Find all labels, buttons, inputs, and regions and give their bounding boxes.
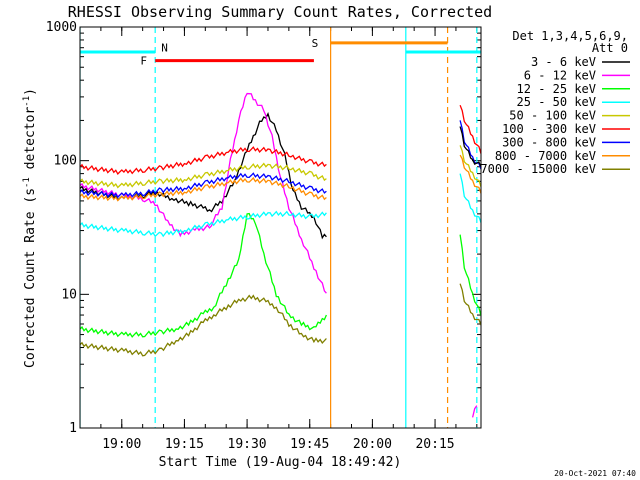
x-axis-label: Start Time (19-Aug-04 18:49:42) <box>159 455 402 470</box>
legend-label: 100 - 300 keV <box>502 122 596 136</box>
axis-ticks <box>79 26 481 429</box>
state-marker-label: S <box>312 37 319 50</box>
legend-label: 50 - 100 keV <box>509 109 596 123</box>
series-line-2 <box>80 212 327 338</box>
legend-label: 800 - 7000 keV <box>495 149 596 163</box>
series-post-line-7 <box>459 283 481 326</box>
series-line-6 <box>80 172 327 199</box>
series-line-5 <box>80 146 327 175</box>
state-marker-label: F <box>140 55 147 68</box>
footer-timestamp: 20-Oct-2021 07:40 <box>554 469 636 478</box>
y-axis-label-sup1: -1 <box>22 177 32 188</box>
x-tick-label: 20:15 <box>415 437 454 452</box>
x-tick-labels: 19:00 19:15 19:30 19:45 20:00 20:15 <box>102 437 454 452</box>
x-tick-label: 19:15 <box>165 437 204 452</box>
series-post-line-3 <box>459 145 481 188</box>
state-markers: N F S <box>80 37 481 68</box>
series-post-line-6 <box>459 234 481 317</box>
series-line-1 <box>80 92 327 294</box>
plot-frame <box>79 26 482 429</box>
y-tick-label: 10 <box>61 287 77 302</box>
legend-label: 3 - 6 keV <box>531 55 596 69</box>
series-line-8 <box>80 294 327 357</box>
y-tick-labels: 1 10 100 1000 <box>46 20 77 436</box>
legend-label: 300 - 800 keV <box>502 135 596 149</box>
y-axis-label-end: ) <box>23 88 38 96</box>
state-marker-label: N <box>161 42 168 55</box>
y-tick-label: 1000 <box>46 20 77 35</box>
legend-label: 7000 - 15000 keV <box>480 162 596 176</box>
x-tick-label: 20:00 <box>353 437 392 452</box>
x-tick-label: 19:45 <box>290 437 329 452</box>
legend-label: 25 - 50 keV <box>517 95 596 109</box>
chart-title: RHESSI Observing Summary Count Rates, Co… <box>68 3 492 21</box>
y-tick-label: 100 <box>54 154 77 169</box>
legend-header-2: Att 0 <box>592 41 628 55</box>
series-post-line-5 <box>459 173 481 223</box>
x-tick-label: 19:30 <box>228 437 267 452</box>
series-post-line-2 <box>459 126 481 167</box>
series-line-4 <box>80 162 327 189</box>
y-axis-label-main: Corrected Count Rate (s <box>23 188 38 368</box>
legend-label: 6 - 12 keV <box>524 68 596 82</box>
y-tick-label: 1 <box>69 421 77 436</box>
series-post-line-0 <box>459 104 481 154</box>
legend-label: 12 - 25 keV <box>517 82 596 96</box>
series-line-3 <box>80 210 327 238</box>
y-axis-label: Corrected Count Rate (s-1 detector-1) <box>22 88 38 368</box>
y-axis-label-sup2: -1 <box>22 96 32 107</box>
series-post-line-8 <box>471 405 478 418</box>
series-line-7 <box>80 176 327 202</box>
x-tick-label: 19:00 <box>102 437 141 452</box>
series-lines <box>80 92 481 418</box>
state-boundary-lines <box>80 27 478 428</box>
series-post-line-4 <box>459 154 481 194</box>
legend-header-1: Det 1,3,4,5,6,9, <box>512 29 628 43</box>
y-axis-label-mid: detector <box>23 107 38 178</box>
